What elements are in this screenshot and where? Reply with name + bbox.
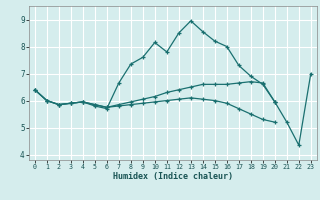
X-axis label: Humidex (Indice chaleur): Humidex (Indice chaleur) [113, 172, 233, 181]
